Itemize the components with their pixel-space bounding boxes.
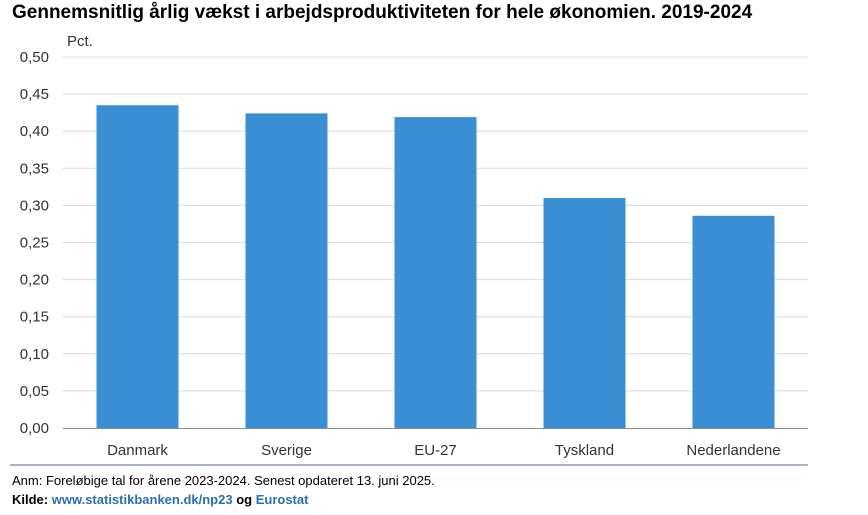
y-tick-label: 0,30: [20, 197, 49, 214]
y-tick-label: 0,40: [20, 123, 49, 140]
bar-nederlandene: [692, 215, 775, 428]
y-tick-label: 0,20: [20, 272, 49, 289]
bar-chart: Pct. 0,00 0,05 0,10 0,15 0,20 0,25 0,30 0,35 0,4…: [10, 33, 808, 466]
y-tick-label: 0,15: [20, 309, 49, 326]
y-axis-ticks: 0,00 0,05 0,10 0,15 0,20 0,25 0,30 0,35 0,40 0,45…: [20, 49, 49, 437]
x-category-label: EU-27: [414, 442, 457, 459]
y-tick-label: 0,25: [20, 235, 49, 252]
y-tick-label: 0,10: [20, 346, 49, 363]
footnote: Anm: Foreløbige tal for årene 2023-2024.…: [12, 473, 435, 488]
bar-tyskland: [543, 197, 626, 428]
bar-sverige: [245, 113, 328, 428]
y-tick-label: 0,35: [20, 160, 49, 177]
y-tick-label: 0,05: [20, 383, 49, 400]
y-tick-label: 0,00: [20, 420, 49, 437]
bars: [96, 105, 775, 429]
chart-title: Gennemsnitlig årlig vækst i arbejdsprodu…: [12, 2, 753, 23]
source-link-statistikbanken[interactable]: www.statistikbanken.dk/np23: [51, 492, 233, 507]
bar-eu-27: [394, 117, 477, 429]
x-axis-labels: Danmark Sverige EU-27 Tyskland Nederlandene: [107, 442, 781, 459]
y-tick-label: 0,45: [20, 86, 49, 103]
x-category-label: Nederlandene: [686, 442, 780, 459]
source-joiner: og: [232, 492, 256, 507]
x-category-label: Tyskland: [555, 442, 614, 459]
bar-danmark: [96, 105, 179, 428]
y-axis-unit-label: Pct.: [67, 33, 93, 50]
x-category-label: Danmark: [107, 442, 168, 459]
x-category-label: Sverige: [261, 442, 312, 459]
source-link-eurostat[interactable]: Eurostat: [255, 492, 309, 507]
y-tick-label: 0,50: [20, 49, 49, 66]
source-label: Kilde:: [12, 492, 52, 507]
source-line: Kilde: www.statistikbanken.dk/np23 og Eu…: [12, 492, 308, 507]
